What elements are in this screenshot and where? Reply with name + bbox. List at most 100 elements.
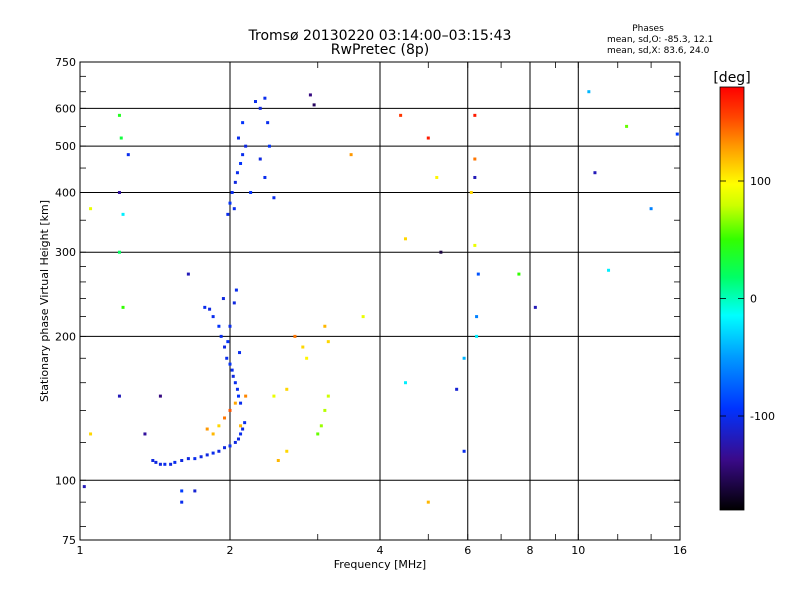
data-point: [241, 153, 245, 157]
data-point: [82, 485, 86, 489]
data-point: [232, 301, 236, 305]
data-point: [403, 237, 407, 241]
data-point: [326, 340, 330, 344]
x-tick-labels: 1 2 4 6 8 10 16: [77, 544, 688, 557]
data-point: [285, 387, 289, 391]
data-point: [126, 153, 130, 157]
y-axis-label: Stationary phase Virtual Height [km]: [38, 200, 51, 402]
data-point: [223, 416, 227, 420]
data-point: [239, 161, 243, 165]
colorbar-label: [deg]: [713, 70, 750, 86]
x-tick-label: 2: [227, 544, 234, 557]
data-point: [426, 136, 430, 140]
x-tick-label: 10: [571, 544, 585, 557]
data-point: [439, 250, 443, 254]
data-point: [455, 387, 459, 391]
data-point: [228, 362, 232, 366]
data-point: [158, 394, 162, 398]
data-point: [180, 458, 184, 462]
data-point: [236, 437, 240, 441]
data-point: [235, 171, 239, 175]
data-point: [211, 432, 215, 436]
data-point: [236, 394, 240, 398]
data-point: [169, 462, 173, 466]
data-point: [316, 432, 320, 436]
data-point: [263, 175, 267, 179]
y-tick-label: 300: [55, 246, 76, 259]
data-point: [323, 408, 327, 412]
data-point: [462, 356, 466, 360]
data-point: [293, 334, 297, 338]
data-point: [435, 175, 439, 179]
data-point: [239, 432, 243, 436]
data-point: [205, 453, 209, 457]
data-point: [89, 432, 93, 436]
stats-line-o: mean, sd,O: -85.3, 12.1: [607, 35, 713, 45]
data-point: [253, 100, 257, 104]
data-point: [158, 462, 162, 466]
data-point: [199, 455, 203, 459]
data-point: [593, 171, 597, 175]
data-point: [239, 401, 243, 405]
data-point: [180, 489, 184, 493]
y-tick-labels: 75 100 200 300 400 500 600 750: [55, 56, 76, 547]
data-point: [238, 351, 242, 355]
data-point: [217, 449, 221, 453]
data-point: [473, 243, 477, 247]
data-point: [249, 190, 253, 194]
data-point: [231, 374, 235, 378]
data-point: [151, 458, 155, 462]
data-point: [117, 190, 121, 194]
data-point: [301, 345, 305, 349]
data-point: [221, 297, 225, 301]
data-point: [326, 394, 330, 398]
data-point: [361, 315, 365, 319]
data-point: [235, 387, 239, 391]
data-point: [263, 96, 267, 100]
data-point: [228, 201, 232, 205]
y-tick-label: 200: [55, 330, 76, 343]
data-point: [349, 153, 353, 157]
data-point: [426, 500, 430, 504]
data-point: [319, 424, 323, 428]
data-point: [203, 305, 207, 309]
data-point: [232, 207, 236, 211]
data-point: [272, 196, 276, 200]
data-point: [233, 440, 237, 444]
data-point: [228, 324, 232, 328]
data-point: [587, 90, 591, 94]
data-point: [244, 394, 248, 398]
data-point: [121, 212, 125, 216]
data-point: [473, 175, 477, 179]
data-point: [193, 489, 197, 493]
data-point: [205, 427, 209, 431]
data-point: [285, 449, 289, 453]
data-point: [399, 113, 403, 117]
colorbar-tick-label: 100: [750, 175, 771, 188]
data-point: [226, 340, 230, 344]
data-point: [211, 451, 215, 455]
data-point: [305, 356, 309, 360]
data-point: [241, 427, 245, 431]
data-point: [323, 324, 327, 328]
stats-line-x: mean, sd,X: 83.6, 24.0: [607, 46, 710, 56]
data-point: [649, 207, 653, 211]
data-point: [469, 190, 473, 194]
data-point: [180, 500, 184, 504]
data-point: [117, 394, 121, 398]
colorbar-ticks: 100 0 -100: [720, 175, 775, 423]
data-point: [154, 460, 158, 464]
data-point: [517, 272, 521, 276]
data-point: [462, 449, 466, 453]
y-tick-label: 500: [55, 140, 76, 153]
data-point: [217, 324, 221, 328]
data-point: [219, 334, 223, 338]
data-point: [223, 446, 227, 450]
data-point: [228, 444, 232, 448]
y-tick-label: 600: [55, 102, 76, 115]
data-point: [226, 212, 230, 216]
y-tick-label: 75: [62, 534, 76, 547]
data-point: [266, 121, 270, 125]
data-point: [473, 113, 477, 117]
data-point: [186, 457, 190, 461]
